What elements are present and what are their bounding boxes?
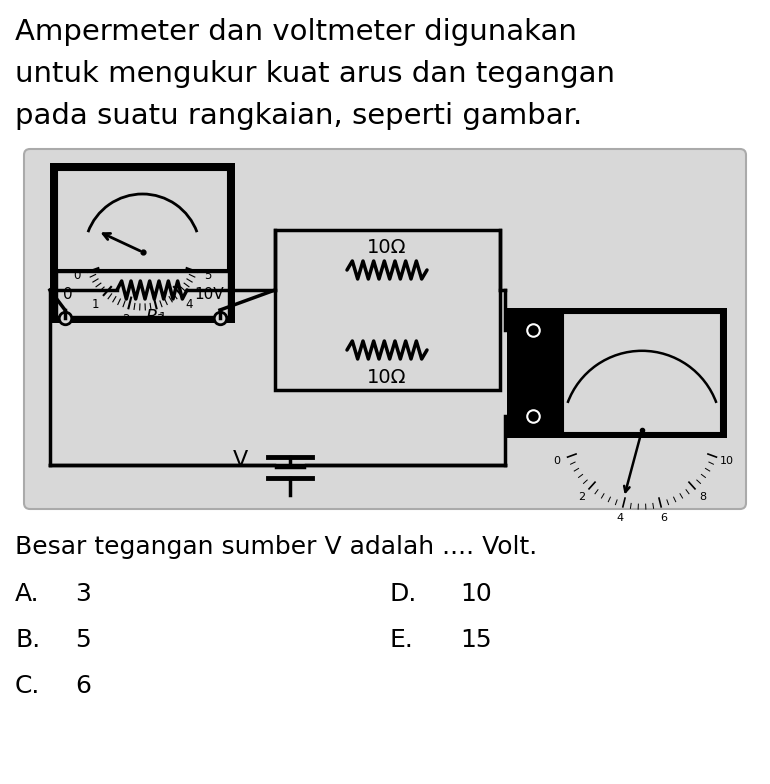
Text: C.: C. (15, 674, 40, 698)
Text: 6: 6 (75, 674, 91, 698)
Text: 10: 10 (720, 456, 734, 466)
Text: 8: 8 (699, 492, 706, 502)
Text: 3: 3 (156, 314, 163, 326)
Text: 10V: 10V (194, 286, 224, 302)
Text: Ampermeter dan voltmeter digunakan: Ampermeter dan voltmeter digunakan (15, 18, 577, 46)
Text: V: V (233, 450, 248, 470)
Text: E.: E. (390, 628, 414, 652)
Text: 1: 1 (159, 311, 167, 324)
Bar (563, 313, 721, 433)
Bar (57, 170, 228, 270)
Text: 0: 0 (554, 456, 561, 466)
Text: Besar tegangan sumber V adalah .... Volt.: Besar tegangan sumber V adalah .... Volt… (15, 535, 537, 559)
Text: 2: 2 (578, 492, 585, 502)
Bar (507, 308, 727, 438)
Text: 5: 5 (75, 628, 91, 652)
Text: B.: B. (15, 628, 40, 652)
Text: 2: 2 (122, 314, 129, 326)
Text: 10: 10 (460, 582, 492, 606)
Bar (275, 230, 500, 390)
Text: 0: 0 (63, 286, 72, 302)
Text: pada suatu rangkaian, seperti gambar.: pada suatu rangkaian, seperti gambar. (15, 102, 582, 130)
Text: 10Ω: 10Ω (367, 238, 407, 257)
Text: A.: A. (15, 582, 39, 606)
Text: R: R (146, 308, 159, 326)
Text: 5: 5 (205, 270, 212, 282)
Text: 1: 1 (92, 297, 99, 310)
Text: 3: 3 (75, 582, 91, 606)
Text: 4: 4 (186, 297, 193, 310)
Bar (50, 163, 235, 323)
Text: D.: D. (390, 582, 417, 606)
Text: 0: 0 (73, 270, 80, 282)
Text: untuk mengukur kuat arus dan tegangan: untuk mengukur kuat arus dan tegangan (15, 60, 615, 88)
Text: 15: 15 (460, 628, 491, 652)
Text: 6: 6 (661, 513, 668, 522)
Text: 10Ω: 10Ω (367, 368, 407, 387)
FancyBboxPatch shape (24, 149, 746, 509)
Bar (57, 272, 228, 316)
Text: 4: 4 (617, 513, 624, 522)
